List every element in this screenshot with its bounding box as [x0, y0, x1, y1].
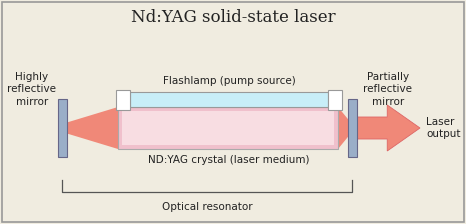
Text: Flashlamp (pump source): Flashlamp (pump source) — [163, 76, 295, 86]
Bar — [328, 90, 342, 110]
Bar — [348, 99, 356, 157]
Bar — [118, 107, 338, 149]
Bar — [116, 90, 130, 110]
Text: ND:YAG crystal (laser medium): ND:YAG crystal (laser medium) — [148, 155, 310, 165]
Polygon shape — [357, 105, 420, 151]
Text: Partially
reflective
mirror: Partially reflective mirror — [363, 72, 412, 107]
Text: Nd:YAG solid-state laser: Nd:YAG solid-state laser — [130, 9, 336, 26]
Text: Highly
reflective
mirror: Highly reflective mirror — [7, 72, 56, 107]
Polygon shape — [338, 107, 352, 149]
Bar — [122, 111, 334, 145]
Text: Laser
output: Laser output — [426, 117, 460, 139]
Text: Optical resonator: Optical resonator — [162, 202, 252, 212]
Bar — [130, 93, 328, 108]
Bar — [57, 99, 67, 157]
Polygon shape — [62, 107, 118, 149]
